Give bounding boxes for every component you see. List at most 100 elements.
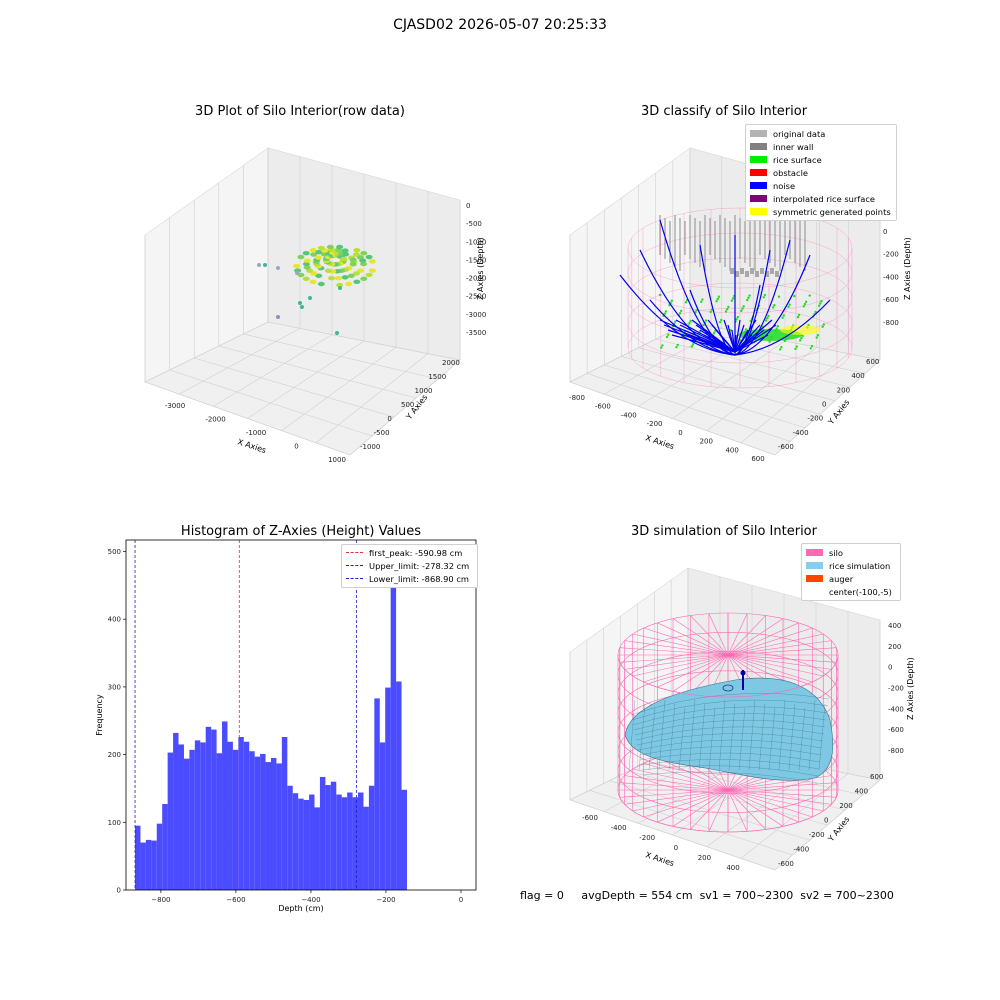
histogram-bar: [347, 792, 353, 890]
rice-surface-point: [659, 346, 663, 349]
rice-surface-point: [665, 335, 669, 339]
surface-mesh-line: [628, 699, 636, 771]
silo-floor-spoke: [727, 789, 784, 827]
x-tick-label: −200: [376, 896, 395, 904]
rice-surface-point: [776, 324, 780, 328]
silo-floor-spoke: [632, 768, 729, 791]
swatch: [750, 182, 767, 189]
surface-mesh-line: [788, 703, 796, 771]
silo-roof-spoke: [727, 615, 766, 656]
x-tick-label: 0: [674, 844, 678, 852]
rice-surface-point: [701, 298, 704, 301]
x-tick-label: 200: [698, 854, 711, 862]
point-cluster: [347, 273, 355, 278]
x-tick-label: 0: [294, 443, 298, 451]
histogram-bar: [319, 776, 326, 890]
histogram-bar: [227, 741, 233, 890]
point-cluster: [352, 271, 360, 276]
noise-ray: [734, 319, 773, 353]
y-tick-label: 100: [108, 819, 121, 827]
surface-mesh-line: [632, 706, 828, 726]
x-tick-label: 200: [700, 438, 713, 446]
x-tick-label: 600: [751, 455, 764, 463]
y-tick-label: -200: [809, 831, 825, 839]
rice-surface-point: [730, 299, 734, 302]
silo-floor-spoke: [727, 789, 748, 832]
silo-roof-spoke: [624, 640, 729, 656]
histogram-bar: [156, 823, 163, 890]
point-cluster: [353, 279, 361, 285]
silo-floor-spoke: [619, 782, 729, 791]
inner-wall-patch: [735, 271, 739, 277]
z-tick-label: 0: [466, 202, 470, 210]
histogram-bar: [374, 698, 380, 890]
y-tick-label: -1000: [360, 443, 380, 451]
surface-mesh-line: [818, 703, 826, 771]
point-cluster: [309, 279, 317, 285]
rice-surface-point: [680, 309, 683, 313]
panel1-z-label: Z Axies (Depth): [476, 237, 485, 300]
line-swatch: [346, 552, 363, 553]
histogram-bar: [390, 570, 397, 890]
x-tick-label: −800: [151, 896, 170, 904]
noise-ray: [731, 329, 736, 353]
rice-surface-point: [690, 345, 694, 348]
rice-surface-point: [670, 299, 673, 302]
silo-floor-spoke: [624, 775, 729, 791]
inner-wall-patch: [775, 271, 779, 277]
y-tick-label: -200: [807, 415, 823, 423]
point-cluster: [315, 273, 323, 278]
y-tick-label: -600: [778, 443, 794, 451]
swatch: [806, 588, 823, 595]
point-cluster: [324, 268, 332, 273]
x-tick-label: 1000: [328, 456, 346, 464]
surface-mesh-line: [637, 739, 823, 751]
point-cluster: [314, 255, 322, 260]
x-tick-label: 400: [725, 446, 738, 454]
swatch: [750, 143, 767, 150]
rice-surface-point: [821, 325, 824, 328]
surface-mesh-line: [748, 699, 756, 771]
silo-floor-spoke: [624, 789, 729, 805]
line-swatch: [346, 565, 363, 566]
rice-surface-point: [787, 305, 790, 309]
rice-surface-point: [724, 310, 728, 313]
point-cluster: [303, 265, 311, 270]
rice-surface-point: [746, 298, 749, 302]
y-tick-label: 300: [108, 683, 121, 691]
legend-item-auger: auger: [806, 572, 896, 585]
x-tick-label: 0: [678, 429, 682, 437]
histogram-bar: [265, 762, 271, 890]
outlier-point: [338, 286, 342, 290]
rice-surface-point: [663, 312, 666, 315]
rice-surface-point: [658, 293, 662, 297]
point-cluster: [302, 276, 310, 281]
histogram-bar: [336, 794, 342, 890]
rice-surface-point: [709, 310, 712, 314]
rice-surface-point: [676, 343, 679, 347]
rice-surface-point: [764, 319, 768, 322]
silo-roof-spoke: [727, 654, 837, 663]
histogram-bar: [379, 742, 386, 890]
histogram-bar: [401, 789, 407, 890]
noise-curve: [619, 274, 736, 356]
point-cluster: [345, 281, 353, 287]
rice-surface-point: [782, 314, 785, 317]
rice-surface-point: [742, 305, 745, 308]
point-cluster: [297, 254, 305, 260]
rice-surface-point: [725, 307, 729, 311]
legend-item-center: center(-100,-5): [806, 585, 896, 598]
surface-mesh-line: [698, 703, 706, 771]
rice-simulation-surface: [624, 677, 834, 781]
surface-mesh-line: [658, 699, 666, 771]
noise-ray: [734, 324, 761, 353]
z-tick-label: -800: [883, 319, 899, 327]
rice-surface-point: [819, 302, 822, 305]
silo-floor-spoke: [727, 789, 837, 798]
noise-ray: [703, 334, 736, 353]
center-marker: [722, 684, 734, 692]
point-cluster: [302, 261, 310, 267]
rice-surface-point: [661, 344, 664, 347]
histogram-bar: [396, 681, 402, 890]
